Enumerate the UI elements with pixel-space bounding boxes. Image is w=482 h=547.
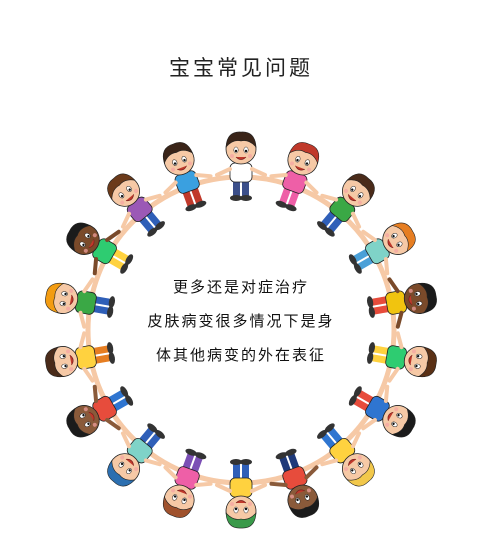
body-line-3: 体其他病变的外在表征 [155,346,326,364]
child-figure [348,384,416,438]
child-figure [367,277,437,329]
page-title: 宝宝常见问题 [169,56,313,80]
body-line-1: 更多还是对症治疗 [172,278,309,296]
child-figure [317,423,375,487]
child-figure [107,173,165,237]
child-figure [215,131,267,201]
child-figure [162,142,213,212]
child-figure [162,448,213,518]
child-figure [269,142,320,212]
body-text: 更多还是对症治疗 皮肤病变很多情况下是身 体其他病变的外在表征 [0,270,482,372]
child-figure [66,384,134,438]
child-figure [66,222,134,276]
child-figure [348,222,416,276]
child-figure [45,331,115,383]
child-figure [269,448,320,518]
child-figure [317,173,375,237]
child-figure [45,277,115,329]
body-line-2: 皮肤病变很多情况下是身 [147,312,335,330]
child-figure [107,423,165,487]
child-figure [367,331,437,383]
child-figure [215,459,267,529]
